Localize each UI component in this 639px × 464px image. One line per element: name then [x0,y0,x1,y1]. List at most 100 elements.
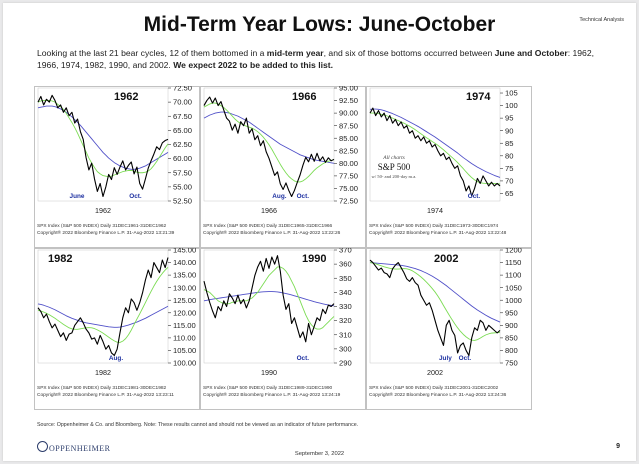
note-line: All charts [382,155,405,161]
chart-panel-1990: 370 360 350 340 330 320 310 300 290 1990 Oct. 1990 S… [200,248,366,410]
y-tick-label: 85 [505,139,513,148]
chart-svg-1974: 105 100 95 90 85 80 75 70 65 1974 Oct. All chartsS&… [366,86,532,248]
y-tick-label: 370 [339,248,352,255]
low-month-annotation: June [70,193,85,200]
x-axis-label: 2002 [427,368,443,377]
x-axis-label: 1962 [95,206,111,215]
page-number: 9 [616,443,620,450]
y-tick-label: 87.50 [339,121,358,130]
y-tick-label: 77.50 [339,171,358,180]
y-tick-label: 1100 [505,271,521,280]
y-tick-label: 57.50 [173,168,192,177]
y-tick-label: 125.00 [173,296,196,305]
intro-bold: June and October [494,48,568,58]
y-tick-label: 330 [339,302,352,311]
y-tick-label: 60.00 [173,154,192,163]
low-month-annotation: Oct. [297,355,310,362]
source-note: Source: Oppenheimer & Co. and Bloomberg.… [37,422,359,428]
plot-area [369,249,501,364]
intro-part: : 1962, 1966, 1974, 1982, 1990, and 2002… [37,48,594,70]
chart-year-label: 1966 [292,91,316,103]
y-tick-label: 1150 [505,258,521,267]
y-tick-label: 72.50 [339,197,358,206]
x-axis-label: 1982 [95,368,111,377]
ma50-line [369,262,501,341]
chart-caption: SPX Index (S&P 500 INDEX) Daily 31DEC198… [203,385,333,391]
price-line [203,255,335,343]
intro-text: Looking at the last 21 bear cycles, 12 o… [37,47,597,71]
intro-bold: We expect 2022 to be added to this list. [173,60,334,70]
intro-bold: mid-term year [266,48,324,58]
chart-year-label: 1990 [302,253,326,265]
y-tick-label: 100 [505,101,518,110]
x-axis-label: 1974 [427,206,443,215]
y-tick-label: 950 [505,308,518,317]
y-tick-label: 320 [339,316,352,325]
y-tick-label: 95 [505,114,513,123]
chart-panel-1962: 72.50 70.00 67.50 65.00 62.50 60.00 57.50 55.00… [34,86,200,248]
y-tick-label: 65 [505,189,513,198]
chart-caption: SPX Index (S&P 500 INDEX) Daily 31DEC200… [369,385,499,391]
ma200-line [203,111,335,164]
report-page: Technical Analysis Mid-Term Year Lows: J… [3,3,636,461]
chart-panel-1966: 95.00 92.50 90.00 87.50 85.00 82.50 80.00 77.50… [200,86,366,248]
y-tick-label: 110.00 [173,333,196,342]
y-tick-label: 67.50 [173,112,192,121]
y-tick-label: 360 [339,260,352,269]
y-tick-label: 290 [339,359,352,368]
y-tick-label: 65.00 [173,126,192,135]
plot-area [37,249,169,364]
y-tick-label: 55.00 [173,182,192,191]
ma50-line [203,102,335,183]
y-tick-label: 1200 [505,248,522,255]
low-month-annotation: Oct. [459,355,472,362]
ma200-line [37,303,169,328]
report-date: September 3, 2022 [294,451,345,457]
plot-area [37,87,169,202]
y-tick-label: 800 [505,346,518,355]
y-tick-label: 92.50 [339,96,358,105]
chart-caption: Copyright® 2022 Bloomberg Finance L.P. 3… [37,229,175,236]
ma200-line [369,108,501,178]
chart-caption: Copyright® 2022 Bloomberg Finance L.P. 3… [37,391,174,398]
ma50-line [370,112,501,185]
section-tag: Technical Analysis [579,17,624,23]
y-tick-label: 340 [339,288,352,297]
intro-part: Looking at the last 21 bear cycles, 12 o… [37,48,267,58]
y-tick-label: 75.00 [339,184,358,193]
y-tick-label: 750 [505,359,518,368]
y-tick-label: 350 [339,274,352,283]
y-tick-label: 310 [339,330,352,339]
chart-panel-1982: 145.00 140.00 135.00 130.00 125.00 120.00 115.… [34,248,200,410]
y-tick-label: 52.50 [173,197,192,206]
company-logo: OPPENHEIMER [37,441,111,453]
chart-year-label: 1974 [466,91,491,103]
note-subtitle: w/ 50- and 200-day m.a. [372,174,417,179]
ma200-line [37,105,169,170]
low-month-annotation: Oct. [468,193,481,200]
chart-svg-1982: 145.00 140.00 135.00 130.00 125.00 120.00 115.… [34,248,200,410]
y-tick-label: 145.00 [173,248,196,255]
y-tick-label: 70 [505,177,513,186]
chart-caption: SPX Index (S&P 500 INDEX) Daily 31DEC196… [37,223,167,229]
y-tick-label: 130.00 [173,283,196,292]
y-tick-label: 100.00 [173,359,196,368]
y-tick-label: 80.00 [339,159,358,168]
ma50-line [37,267,169,343]
y-tick-label: 95.00 [339,86,358,93]
price-line [369,107,501,197]
chart-caption: Copyright® 2022 Bloomberg Finance L.P. 3… [203,229,341,236]
chart-svg-2002: 1200 1150 1100 1050 1000 950 900 850 800 750 2002 J… [366,248,532,410]
y-tick-label: 1050 [505,283,522,292]
x-axis-label: 1966 [261,206,277,215]
chart-panel-2002: 1200 1150 1100 1050 1000 950 900 850 800 750 2002 J… [366,248,532,410]
y-tick-label: 105 [505,89,518,98]
price-line [37,94,169,198]
note-title: S&P 500 [378,162,411,172]
chart-year-label: 1962 [114,91,138,103]
chart-year-label: 2002 [434,253,458,265]
price-line [369,259,501,357]
ma200-line [203,291,335,307]
y-tick-label: 300 [339,344,352,353]
y-tick-label: 70.00 [173,98,192,107]
